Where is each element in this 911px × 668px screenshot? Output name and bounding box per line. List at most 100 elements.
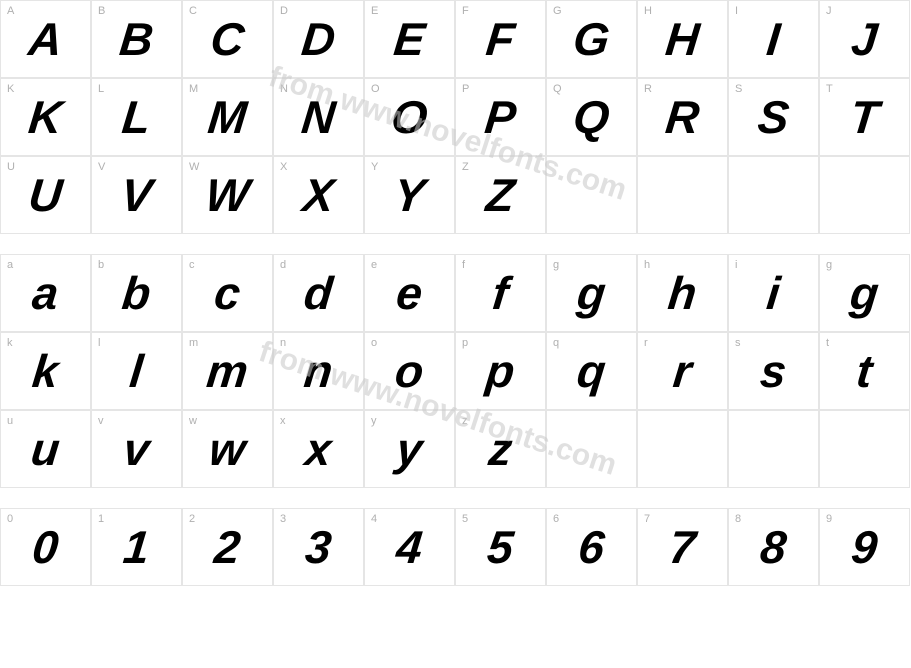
glyph-cell: bb (91, 254, 182, 332)
glyph-cell (819, 156, 910, 234)
glyph-character: 4 (361, 509, 458, 585)
glyph-character: h (634, 255, 731, 331)
glyph-cell: qq (546, 332, 637, 410)
glyph-cell: 55 (455, 508, 546, 586)
glyph-cell: ee (364, 254, 455, 332)
glyph-cell: oo (364, 332, 455, 410)
glyph-cell: 33 (273, 508, 364, 586)
glyph-character: 3 (270, 509, 367, 585)
glyph-character (725, 157, 822, 233)
glyph-character: G (543, 1, 640, 77)
glyph-cell: JJ (819, 0, 910, 78)
glyph-cell: ss (728, 332, 819, 410)
glyph-character (543, 157, 640, 233)
glyph-character: c (179, 255, 276, 331)
glyph-cell: 22 (182, 508, 273, 586)
glyph-character: E (361, 1, 458, 77)
glyph-character: o (361, 333, 458, 409)
glyph-cell: CC (182, 0, 273, 78)
glyph-cell (546, 410, 637, 488)
glyph-character: H (634, 1, 731, 77)
glyph-cell: yy (364, 410, 455, 488)
glyph-character: s (725, 333, 822, 409)
glyph-cell: aa (0, 254, 91, 332)
glyph-cell: vv (91, 410, 182, 488)
glyph-character: q (543, 333, 640, 409)
glyph-cell: 44 (364, 508, 455, 586)
glyph-cell (637, 156, 728, 234)
glyph-cell: cc (182, 254, 273, 332)
glyph-cell: GG (546, 0, 637, 78)
glyph-cell: TT (819, 78, 910, 156)
glyph-character: L (88, 79, 185, 155)
glyph-cell: ll (91, 332, 182, 410)
glyph-character: W (179, 157, 276, 233)
glyph-cell: pp (455, 332, 546, 410)
glyph-cell: 11 (91, 508, 182, 586)
glyph-character: r (634, 333, 731, 409)
glyph-character: g (816, 255, 911, 331)
glyph-cell: UU (0, 156, 91, 234)
glyph-cell (637, 410, 728, 488)
glyph-cell: kk (0, 332, 91, 410)
glyph-cell: EE (364, 0, 455, 78)
glyph-character: J (816, 1, 911, 77)
glyph-character: m (179, 333, 276, 409)
glyph-cell: HH (637, 0, 728, 78)
glyph-character: u (0, 411, 94, 487)
glyph-character: f (452, 255, 549, 331)
glyph-character: a (0, 255, 94, 331)
glyph-character (725, 411, 822, 487)
glyph-cell: WW (182, 156, 273, 234)
glyph-row: UUVVWWXXYYZZ (0, 156, 911, 234)
glyph-row: aabbccddeeffgghhiigg (0, 254, 911, 332)
glyph-character: v (88, 411, 185, 487)
glyph-character: z (452, 411, 549, 487)
glyph-cell: AA (0, 0, 91, 78)
glyph-grid-container: AABBCCDDEEFFGGHHIIJJKKLLMMNNOOPPQQRRSSTT… (0, 0, 911, 668)
glyph-cell: ii (728, 254, 819, 332)
glyph-cell: 99 (819, 508, 910, 586)
glyph-character (634, 411, 731, 487)
glyph-character: x (270, 411, 367, 487)
glyph-cell: 77 (637, 508, 728, 586)
glyph-character (543, 411, 640, 487)
glyph-character: w (179, 411, 276, 487)
glyph-character: B (88, 1, 185, 77)
glyph-character: K (0, 79, 94, 155)
glyph-cell: RR (637, 78, 728, 156)
glyph-character: P (452, 79, 549, 155)
glyph-row: uuvvwwxxyyzz (0, 410, 911, 488)
glyph-cell: NN (273, 78, 364, 156)
glyph-character: i (725, 255, 822, 331)
glyph-cell: PP (455, 78, 546, 156)
glyph-cell: nn (273, 332, 364, 410)
glyph-cell: ww (182, 410, 273, 488)
glyph-character: I (725, 1, 822, 77)
glyph-character (816, 411, 911, 487)
glyph-cell: ff (455, 254, 546, 332)
glyph-cell: 66 (546, 508, 637, 586)
glyph-cell: KK (0, 78, 91, 156)
glyph-cell: DD (273, 0, 364, 78)
glyph-cell: II (728, 0, 819, 78)
glyph-cell: BB (91, 0, 182, 78)
glyph-character: e (361, 255, 458, 331)
glyph-cell: gg (546, 254, 637, 332)
glyph-character: n (270, 333, 367, 409)
glyph-character: O (361, 79, 458, 155)
glyph-character: t (816, 333, 911, 409)
glyph-character: 7 (634, 509, 731, 585)
glyph-character: 1 (88, 509, 185, 585)
glyph-row: KKLLMMNNOOPPQQRRSSTT (0, 78, 911, 156)
glyph-cell: OO (364, 78, 455, 156)
glyph-character: S (725, 79, 822, 155)
glyph-character: V (88, 157, 185, 233)
glyph-row: kkllmmnnooppqqrrsstt (0, 332, 911, 410)
glyph-character: y (361, 411, 458, 487)
glyph-character: l (88, 333, 185, 409)
glyph-character: g (543, 255, 640, 331)
glyph-cell: YY (364, 156, 455, 234)
glyph-cell: 00 (0, 508, 91, 586)
glyph-character: 2 (179, 509, 276, 585)
